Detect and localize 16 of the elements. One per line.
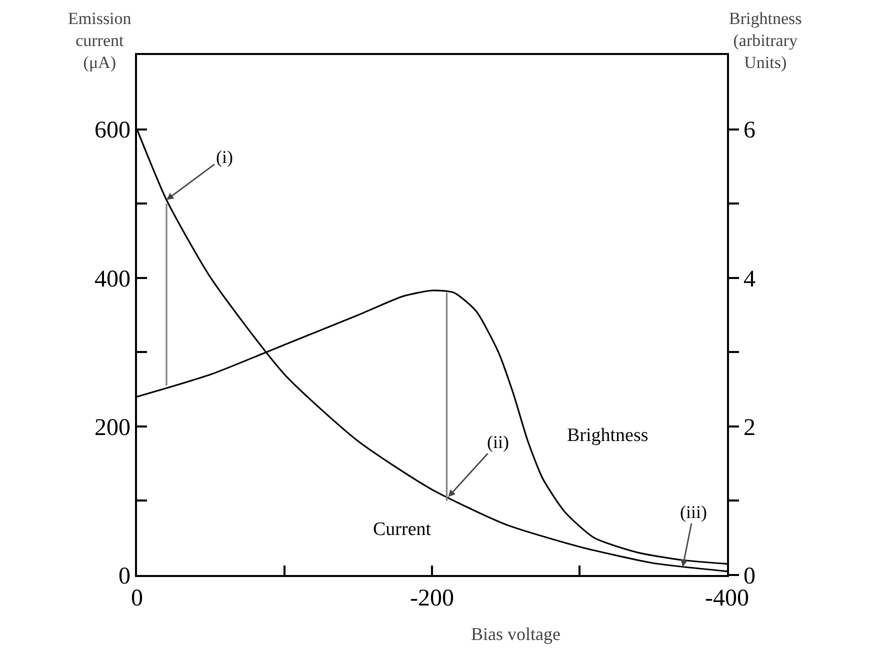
- y2-axis-title: Brightness (arbitrary Units): [729, 9, 802, 72]
- y-tick-label: 0: [118, 563, 130, 590]
- annotation: (ii): [487, 432, 509, 452]
- y2-tick-label: 2: [744, 414, 756, 441]
- series-label: Current: [373, 519, 432, 540]
- x-axis-title: Bias voltage: [471, 624, 560, 644]
- y2-tick-label: 6: [744, 118, 756, 144]
- y-tick-label: 200: [94, 414, 130, 441]
- series-label: Brightness: [567, 425, 648, 446]
- x-tick-label: -200: [410, 586, 454, 612]
- y-tick-label: 400: [94, 266, 130, 292]
- y-axis-title: Emission current (μA): [68, 9, 132, 72]
- y2-tick-label: 4: [744, 266, 756, 292]
- annotation: (i): [216, 147, 233, 167]
- annotation: (iii): [680, 502, 707, 522]
- y-tick-label: 600: [94, 118, 130, 144]
